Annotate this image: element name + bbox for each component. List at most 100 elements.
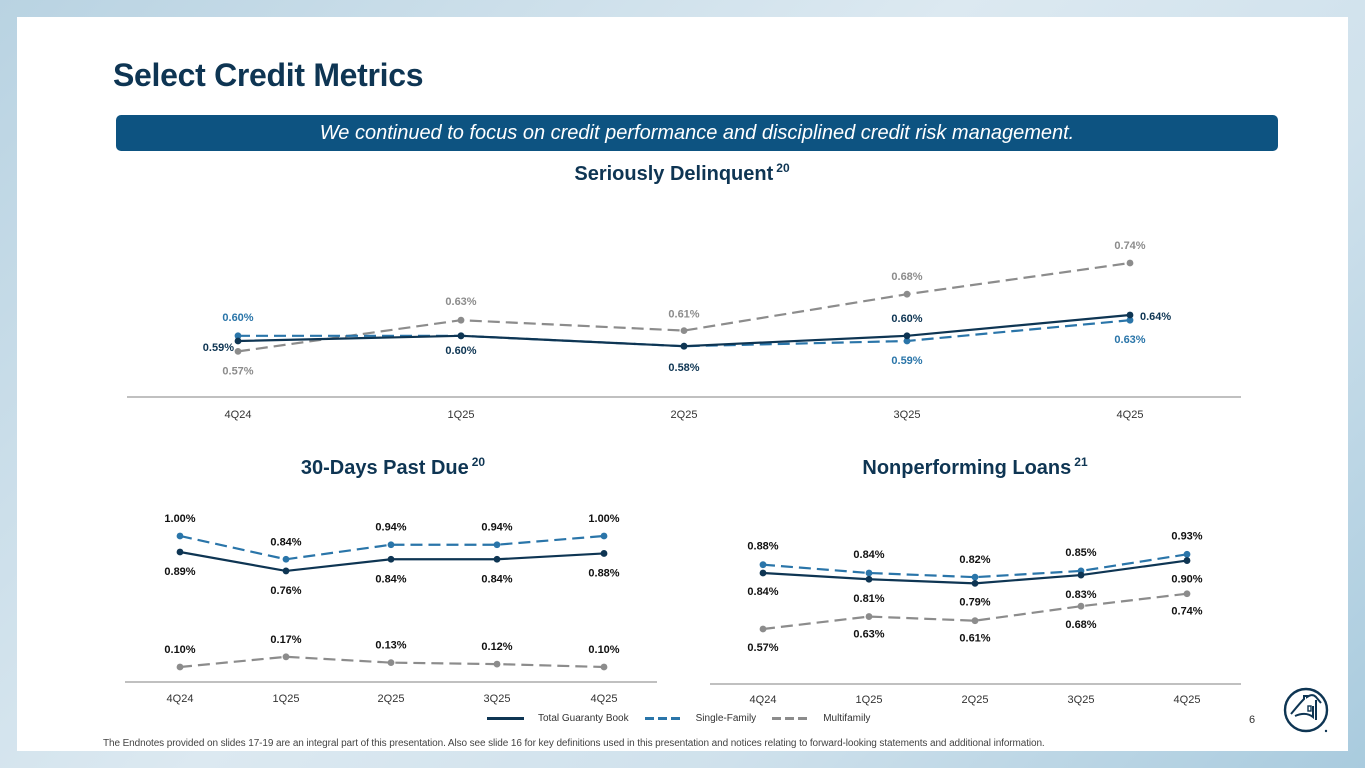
data-label-total: 0.60% [891, 313, 922, 325]
data-point-total [234, 337, 242, 345]
data-label-multifamily: 0.68% [891, 271, 922, 283]
data-label-multifamily: 0.74% [1171, 606, 1202, 618]
data-point-total [1077, 571, 1085, 579]
data-label-single-family: 0.94% [481, 522, 512, 534]
data-point-single-family [234, 332, 242, 340]
data-point-multifamily [865, 613, 873, 620]
x-tick-label: 2Q25 [671, 409, 698, 421]
series-line-multifamily [179, 655, 605, 669]
data-point-multifamily [903, 290, 911, 298]
data-point-multifamily [759, 625, 767, 633]
x-tick-label: 3Q25 [484, 693, 511, 705]
data-label-single-family: 0.59% [891, 355, 922, 367]
data-label-single-family: 1.00% [588, 513, 619, 525]
x-tick-label: 4Q25 [1117, 409, 1144, 421]
data-label-total: 0.84% [747, 586, 778, 598]
page-title: Select Credit Metrics [113, 57, 424, 93]
data-label-multifamily: 0.68% [1065, 619, 1096, 631]
data-point-single-family [865, 569, 873, 577]
data-point-multifamily [493, 660, 501, 668]
legend-label: Total Guaranty Book [538, 712, 629, 724]
data-point-multifamily [457, 316, 465, 324]
data-label-multifamily: 0.10% [164, 644, 195, 656]
data-label-total: 0.81% [853, 593, 884, 605]
data-point-multifamily [176, 663, 184, 671]
data-point-single-family [971, 573, 979, 581]
x-tick-label: 1Q25 [856, 694, 883, 706]
data-point-total [971, 579, 979, 587]
data-point-multifamily [1183, 590, 1191, 598]
data-point-single-family [1183, 550, 1191, 558]
data-label-multifamily: 0.61% [959, 633, 990, 645]
key-message-banner: We continued to focus on credit performa… [116, 115, 1278, 151]
legend-swatch-dashed [772, 716, 810, 720]
legend-label: Single-Family [695, 712, 757, 724]
chart-title-text: 30-Days Past Due [300, 457, 469, 479]
data-label-total: 0.83% [1065, 589, 1096, 601]
x-tick-label: 4Q24 [750, 694, 777, 706]
x-tick-label: 2Q25 [962, 694, 989, 706]
chart-title-footnote: 20 [776, 161, 790, 175]
data-point-multifamily [234, 348, 242, 355]
data-point-single-family [387, 541, 395, 549]
data-point-total [176, 548, 184, 556]
data-label-total: 0.84% [375, 573, 406, 585]
x-tick-label: 1Q25 [448, 409, 475, 421]
series-line-single-family [179, 534, 605, 561]
data-label-total: 0.59% [203, 342, 234, 354]
data-label-single-family: 0.85% [1065, 547, 1096, 559]
data-point-total [282, 567, 290, 575]
data-point-single-family [493, 541, 501, 549]
data-label-single-family: 1.00% [164, 513, 195, 525]
data-label-multifamily: 0.13% [375, 640, 406, 652]
data-point-total [759, 569, 767, 577]
data-label-total: 0.90% [1171, 574, 1202, 586]
data-label-total: 0.76% [270, 585, 301, 597]
data-label-total: 0.60% [445, 345, 476, 357]
data-label-single-family: 0.82% [959, 554, 990, 566]
data-label-single-family: 0.60% [222, 312, 253, 324]
data-point-single-family [1126, 316, 1134, 324]
data-label-single-family: 0.63% [1114, 334, 1145, 346]
x-tick-label: 3Q25 [1068, 694, 1095, 706]
data-point-total [865, 575, 873, 583]
legend-swatch-dashed [644, 716, 682, 720]
chart-title-seriously-delinquent: Seriously Delinquent 20 [574, 161, 790, 186]
data-point-multifamily [282, 653, 290, 661]
legend-item-total-guaranty-book: Total Guaranty Book [487, 713, 629, 724]
data-label-multifamily: 0.57% [222, 365, 253, 377]
chart-legend: Total Guaranty Book Single-Family Multif… [487, 711, 886, 725]
data-label-multifamily: 0.74% [1114, 240, 1145, 252]
data-label-total: 0.84% [481, 573, 512, 585]
data-point-total [680, 342, 688, 350]
data-label-single-family: 0.84% [270, 536, 301, 548]
house-in-circle-logo-icon [1283, 687, 1329, 733]
x-tick-label: 4Q25 [1174, 694, 1201, 706]
data-label-multifamily: 0.63% [445, 296, 476, 308]
data-label-multifamily: 0.61% [668, 309, 699, 321]
data-point-total [903, 332, 911, 340]
x-tick-label: 4Q24 [167, 693, 194, 705]
chart-title-footnote: 21 [1074, 455, 1088, 469]
data-point-single-family [600, 532, 608, 540]
data-point-total [1126, 311, 1134, 319]
data-label-multifamily: 0.63% [853, 629, 884, 641]
data-label-total: 0.88% [588, 567, 619, 579]
legend-label: Multifamily [823, 712, 871, 724]
chart-title-30-days-past-due: 30-Days Past Due 20 [300, 455, 486, 480]
data-label-multifamily: 0.10% [588, 644, 619, 656]
data-point-total [1183, 557, 1191, 564]
data-label-single-family: 0.88% [747, 541, 778, 553]
data-label-total: 0.89% [164, 566, 195, 578]
data-label-multifamily: 0.57% [747, 642, 778, 654]
chart-title-nonperforming-loans: Nonperforming Loans 21 [862, 455, 1088, 480]
chart-title-footnote: 20 [471, 455, 486, 469]
chart-title-text: Nonperforming Loans [862, 457, 1072, 479]
data-point-multifamily [680, 327, 688, 334]
x-tick-label: 4Q24 [225, 409, 252, 421]
data-label-single-family: 0.93% [1171, 530, 1202, 542]
chart-title-text: Seriously Delinquent [574, 163, 774, 185]
data-point-total [457, 332, 465, 340]
data-point-multifamily [600, 663, 608, 671]
legend-item-multifamily: Multifamily [772, 713, 870, 724]
